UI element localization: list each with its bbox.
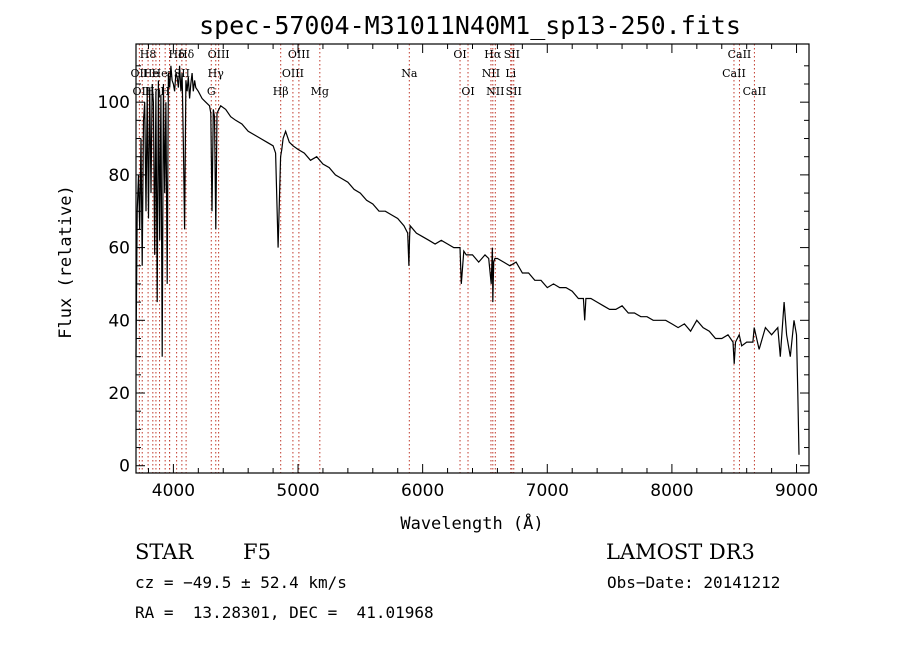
y-tick-label: 60 xyxy=(108,239,130,259)
object-type: STAR xyxy=(135,540,194,564)
line-label: ε xyxy=(167,67,173,80)
observation-date: Obs−Date: 20141212 xyxy=(607,573,781,592)
plot-frame xyxy=(135,43,810,474)
line-label: H xyxy=(160,85,170,98)
line-label: SII xyxy=(504,48,520,61)
line-label: Mg xyxy=(311,85,329,98)
x-tick-label: 7000 xyxy=(526,481,569,501)
y-tick-label: 80 xyxy=(108,166,130,186)
line-label: OIII xyxy=(132,85,154,98)
x-tick-label: 5000 xyxy=(276,481,319,501)
line-label: Hγ xyxy=(208,67,225,80)
line-label: Li xyxy=(505,67,516,80)
line-label: OIII xyxy=(282,67,304,80)
line-label: SII xyxy=(506,85,522,98)
line-label: H8 xyxy=(140,48,157,61)
line-label: CaII xyxy=(728,48,752,61)
line-label: Hδ xyxy=(178,48,195,61)
survey-name: LAMOST DR3 xyxy=(606,540,755,564)
x-tick-label: 8000 xyxy=(650,481,693,501)
x-axis-label: Wavelength (Å) xyxy=(400,512,543,534)
ra-dec-coordinates: RA = 13.28301, DEC = 41.01968 xyxy=(135,603,434,622)
line-label: CaII xyxy=(743,85,767,98)
line-label: He xyxy=(152,67,168,80)
line-label: Hδ xyxy=(169,48,186,61)
y-tick-label: 40 xyxy=(108,311,130,331)
line-label: Hα xyxy=(484,48,502,61)
x-tick-label: 9000 xyxy=(775,481,818,501)
line-markers xyxy=(138,44,755,473)
line-label: Na xyxy=(401,67,418,80)
line-label: CaII xyxy=(722,67,746,80)
line-label: NII xyxy=(482,67,500,80)
y-axis-label: Flux (relative) xyxy=(56,185,76,339)
y-tick-label: 100 xyxy=(98,93,130,113)
y-tick-label: 0 xyxy=(119,457,130,477)
line-label: He xyxy=(143,67,159,80)
line-label: OIII xyxy=(288,48,310,61)
redshift-velocity: cz = −49.5 ± 52.4 km/s xyxy=(135,573,347,592)
line-label: G xyxy=(207,85,216,98)
y-tick-label: 20 xyxy=(108,384,130,404)
line-label: Hβ xyxy=(273,85,289,98)
x-tick-label: 4000 xyxy=(152,481,195,501)
spectral-subclass: F5 xyxy=(243,540,271,564)
spectrum-series-line xyxy=(135,65,800,455)
x-tick-label: 6000 xyxy=(401,481,444,501)
axis-ticks: 4000 5000 6000 7000 8000 9000 0 20 40 60 80 100 xyxy=(98,44,818,501)
line-label: OIII xyxy=(208,48,230,61)
line-label: NII xyxy=(486,85,504,98)
line-label: OI xyxy=(461,85,474,98)
line-label: OI xyxy=(453,48,466,61)
chart-title: spec-57004-M31011N40M1_sp13-250.fits xyxy=(199,11,741,40)
line-label: OII xyxy=(131,67,149,80)
